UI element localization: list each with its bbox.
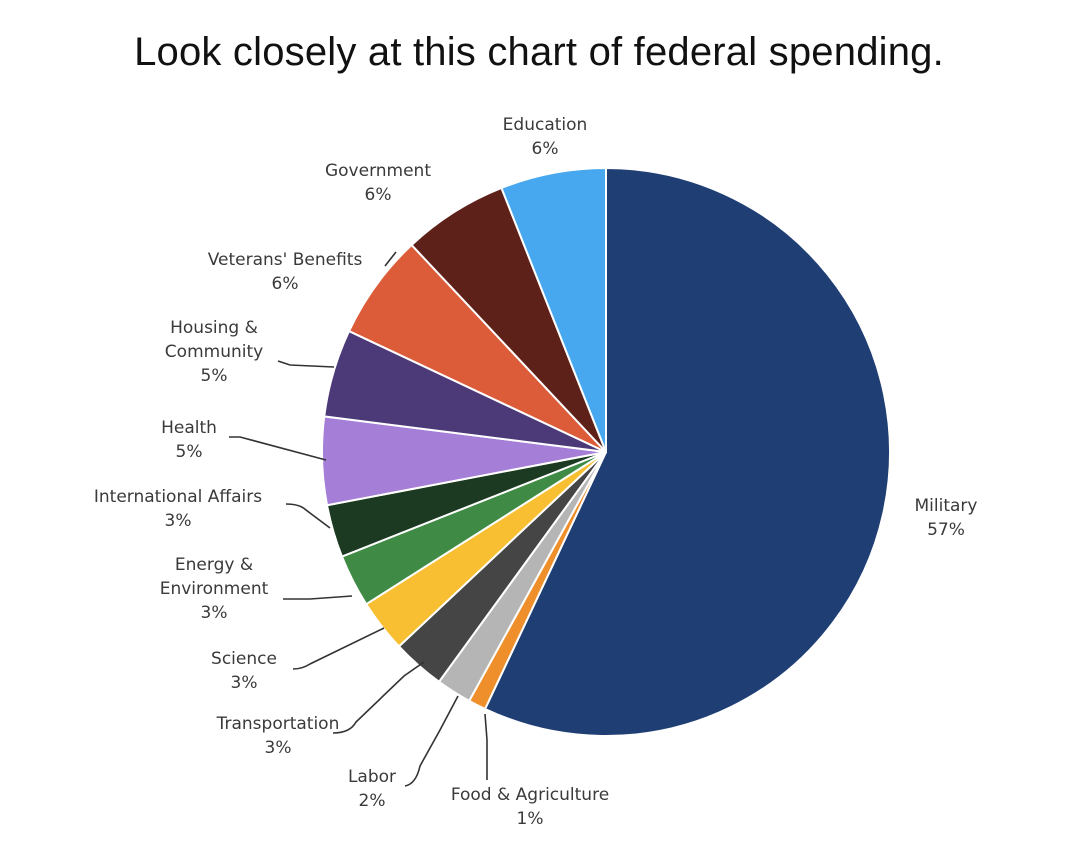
label-line: Military — [915, 496, 978, 516]
label-science: Science 3% — [211, 649, 277, 693]
label-value: 3% — [201, 603, 228, 623]
leader-line-veterans-benefits — [384, 251, 397, 267]
slice-labels: Military 57% Food & Agriculture 1% Labor 2% Tr… — [94, 115, 978, 829]
label-value: 6% — [272, 274, 299, 294]
leader-line-energy-environment — [283, 595, 353, 600]
label-line: Environment — [160, 579, 269, 599]
label-line: Community — [165, 342, 263, 362]
label-line: Transportation — [216, 714, 340, 734]
leader-line-food-agriculture — [484, 713, 488, 780]
slice-education — [500, 167, 607, 453]
label-value: 5% — [176, 442, 203, 462]
label-line: Labor — [348, 767, 396, 787]
leader-line-labor — [404, 695, 459, 787]
label-line: Education — [503, 115, 588, 135]
leader-line-international-affairs — [285, 503, 331, 529]
pie-slices — [321, 167, 892, 737]
label-transportation: Transportation 3% — [216, 714, 340, 758]
leader-line-housing-community — [277, 360, 335, 368]
label-value: 5% — [201, 366, 228, 386]
label-international-affairs: International Affairs 3% — [94, 487, 262, 531]
label-line: International Affairs — [94, 487, 262, 507]
label-value: 6% — [532, 139, 559, 159]
label-line: Housing & — [170, 318, 258, 338]
label-energy-environment: Energy & Environment 3% — [160, 555, 269, 623]
label-health: Health 5% — [161, 418, 217, 462]
label-value: 2% — [359, 791, 386, 811]
label-veterans-benefits: Veterans' Benefits 6% — [208, 250, 363, 294]
label-labor: Labor 2% — [348, 767, 396, 811]
label-value: 3% — [165, 511, 192, 531]
label-value: 1% — [517, 809, 544, 829]
label-value: 3% — [265, 738, 292, 758]
leader-line-science — [292, 627, 385, 670]
label-line: Government — [325, 161, 431, 181]
chart-title: Look closely at this chart of federal sp… — [134, 30, 944, 74]
label-line: Veterans' Benefits — [208, 250, 363, 270]
label-military: Military 57% — [915, 496, 978, 540]
label-line: Health — [161, 418, 217, 438]
label-value: 6% — [365, 185, 392, 205]
label-line: Food & Agriculture — [451, 785, 609, 805]
label-value: 3% — [231, 673, 258, 693]
leader-line-transportation — [332, 661, 425, 734]
slice-military — [484, 167, 892, 737]
label-line: Science — [211, 649, 277, 669]
label-housing-community: Housing & Community 5% — [165, 318, 263, 386]
label-government: Government 6% — [325, 161, 431, 205]
label-food-agriculture: Food & Agriculture 1% — [451, 785, 609, 829]
label-value: 57% — [927, 520, 965, 540]
leader-line-health — [229, 436, 327, 461]
leader-lines — [229, 251, 488, 787]
label-education: Education 6% — [503, 115, 588, 159]
label-line: Energy & — [175, 555, 253, 575]
